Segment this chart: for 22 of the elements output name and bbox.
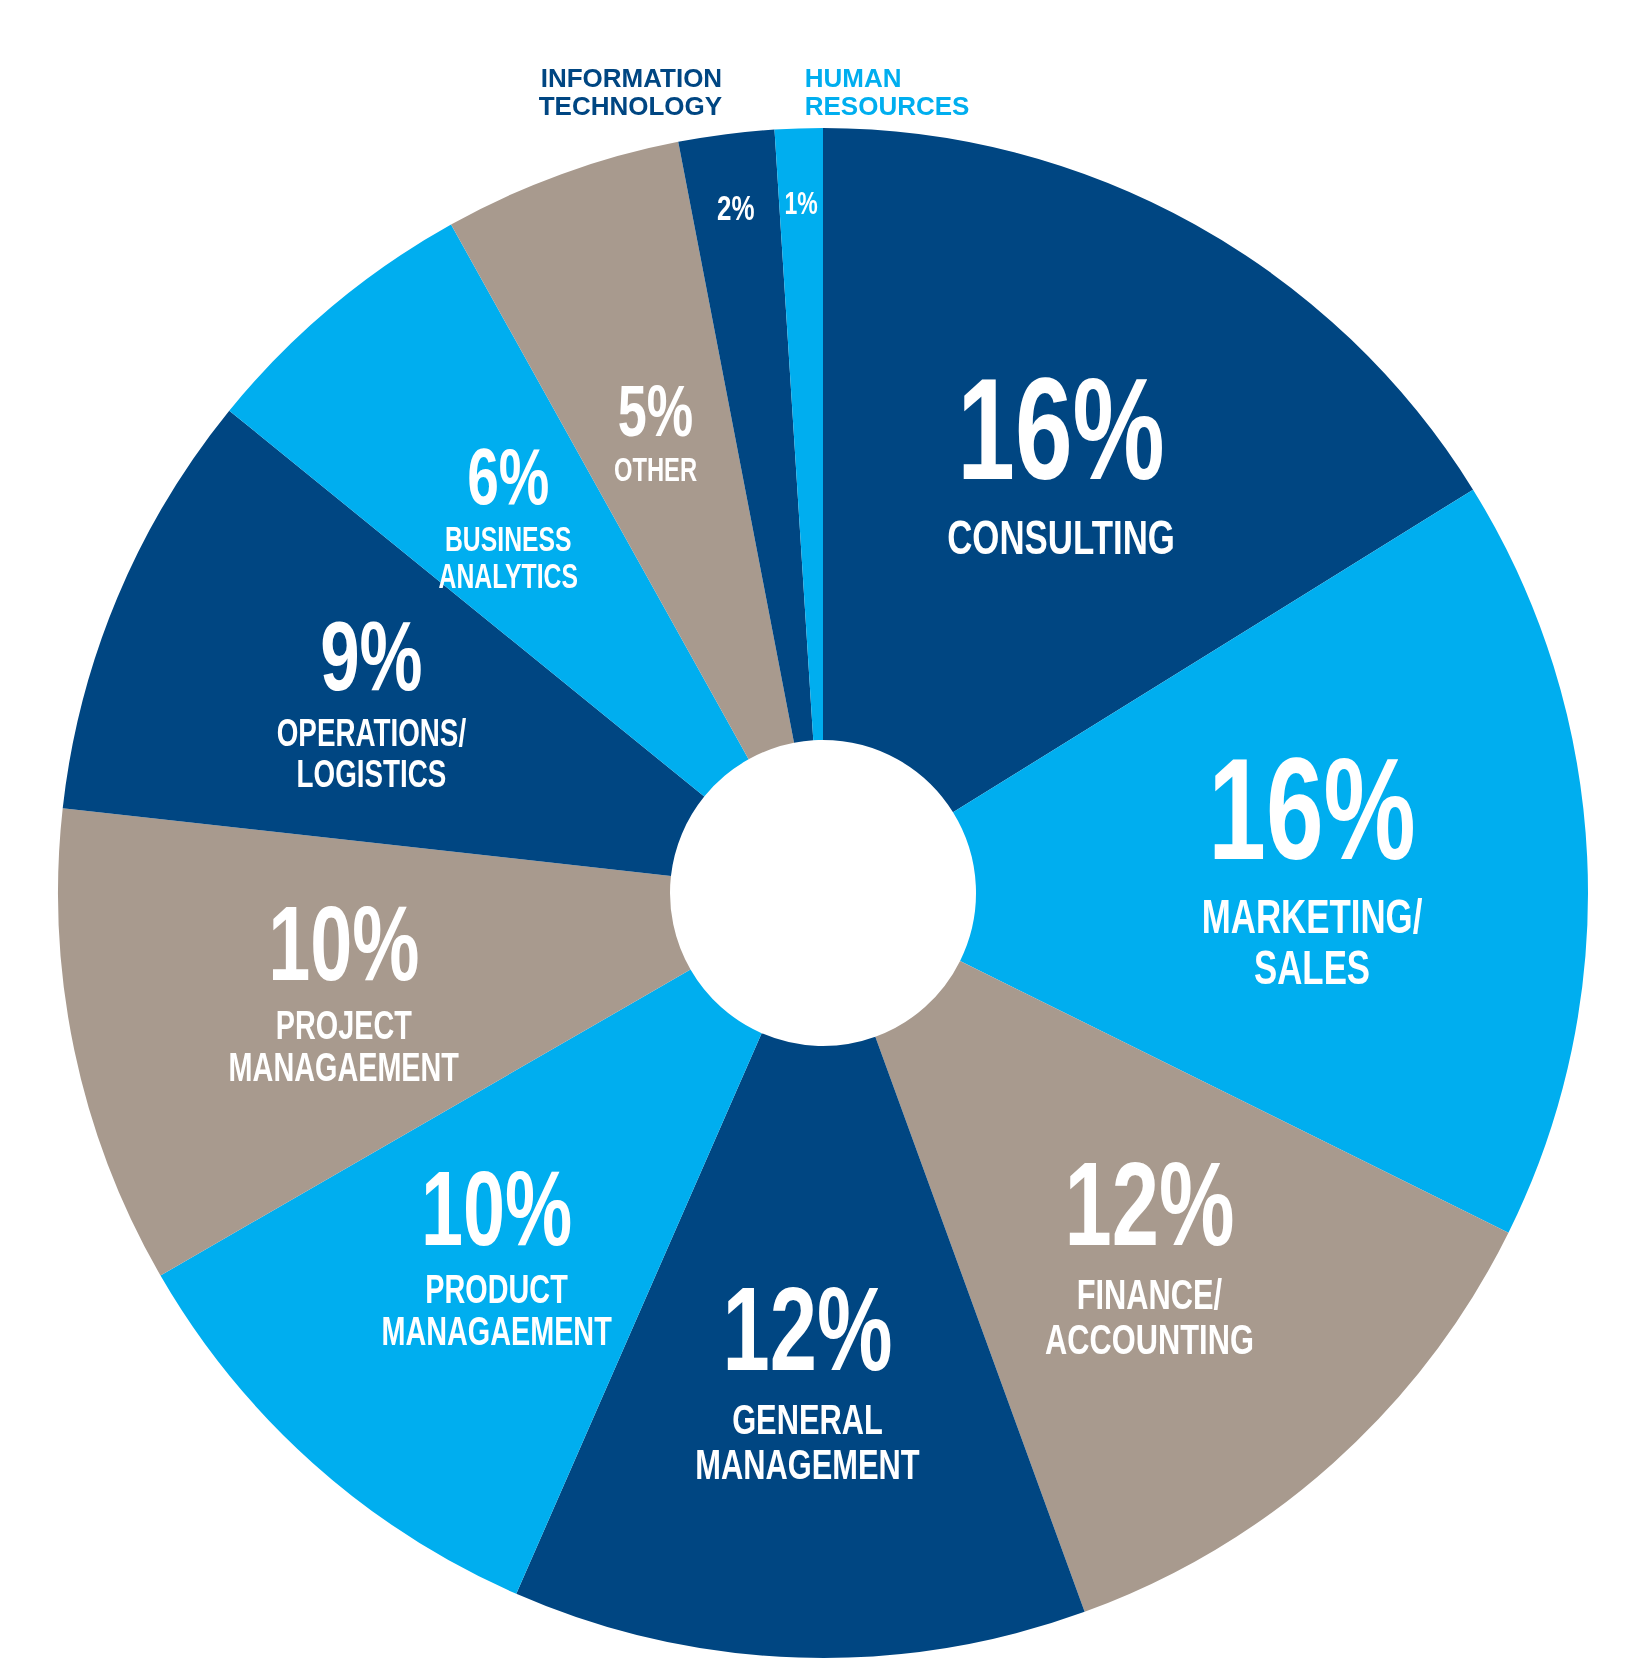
slice-label: CONSULTING — [947, 510, 1175, 565]
slice-label: INFORMATION TECHNOLOGY — [538, 63, 723, 122]
slice-label: PROJECT MANAGAEMENT — [228, 1002, 459, 1089]
slice-label: OPERATIONS/ LOGISTICS — [276, 711, 467, 795]
slice-label: HUMAN RESOURCES — [804, 63, 970, 122]
data-label: 16% — [957, 348, 1165, 511]
data-label: 12% — [1064, 1138, 1235, 1271]
data-label: 6% — [467, 432, 550, 521]
data-label: 12% — [722, 1263, 893, 1396]
data-label: 10% — [420, 1149, 573, 1267]
slice-label: MARKETING/ SALES — [1201, 889, 1423, 995]
slice-label: GENERAL MANAGEMENT — [695, 1394, 920, 1489]
slice-label: FINANCE/ ACCOUNTING — [1045, 1270, 1254, 1364]
data-label: 9% — [320, 600, 423, 712]
data-label: 1% — [784, 184, 818, 221]
data-label: 5% — [617, 370, 694, 451]
data-label: 2% — [717, 187, 755, 228]
slice-label: PRODUCT MANAGAEMENT — [381, 1266, 612, 1354]
slice-label: OTHER — [613, 450, 698, 488]
data-label: 16% — [1208, 727, 1416, 890]
data-label: 10% — [268, 884, 420, 1003]
slice-label: BUSINESS ANALYTICS — [438, 520, 579, 595]
